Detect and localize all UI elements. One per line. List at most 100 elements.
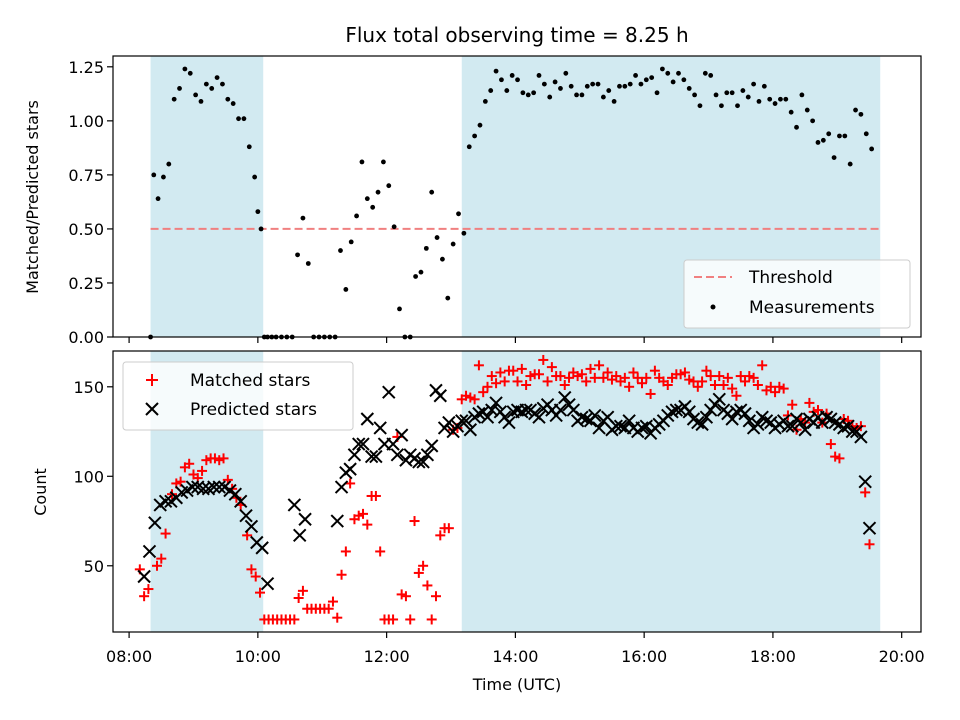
- matched-star-point: [778, 383, 789, 394]
- predicted-star-point: [433, 389, 447, 403]
- measurement-point: [482, 98, 488, 104]
- legend-threshold-label: Threshold: [748, 268, 833, 288]
- measurement-point: [638, 81, 644, 87]
- matched-star-point: [735, 371, 746, 382]
- matched-star-point: [388, 614, 399, 625]
- measurement-point: [568, 83, 574, 89]
- measurement-point: [858, 111, 864, 117]
- measurement-point: [515, 77, 520, 83]
- measurement-point: [627, 81, 633, 87]
- measurement-point: [187, 70, 193, 76]
- measurement-point: [155, 196, 161, 202]
- measurement-point: [370, 204, 376, 210]
- matched-star-point: [860, 487, 871, 498]
- matched-star-point: [409, 516, 420, 527]
- predicted-star-point: [575, 410, 589, 424]
- x-tick-label: 20:00: [879, 647, 925, 666]
- matched-star-point: [718, 380, 729, 391]
- matched-star-point: [645, 388, 656, 399]
- measurement-point: [246, 144, 252, 150]
- measurement-point: [756, 98, 762, 104]
- measurement-point: [670, 79, 676, 85]
- measurement-point: [659, 66, 665, 72]
- predicted-star-point: [669, 403, 684, 417]
- measurement-point: [343, 287, 349, 292]
- matched-star-point: [160, 528, 171, 539]
- measurement-point: [697, 103, 703, 109]
- matched-star-point: [731, 390, 742, 401]
- measurement-point: [600, 94, 606, 100]
- matched-star-point: [825, 439, 836, 450]
- predicted-star-point: [390, 448, 405, 462]
- predicted-star-point: [228, 487, 243, 501]
- measurement-point: [258, 226, 264, 232]
- predicted-star-point: [579, 412, 593, 426]
- top-legend-box: [683, 259, 911, 329]
- measurement-point: [375, 189, 381, 195]
- measurement-point: [198, 98, 204, 104]
- matched-star-point: [679, 367, 690, 378]
- top-legend: Threshold Measurements: [683, 259, 911, 329]
- predicted-star-point: [712, 392, 726, 407]
- predicted-star-point: [369, 449, 383, 464]
- predicted-star-point: [695, 417, 709, 432]
- predicted-stars-points: [137, 383, 877, 591]
- bottom-legend-box: [122, 361, 354, 431]
- measurement-point: [590, 81, 596, 87]
- measurement-point: [676, 70, 681, 76]
- predicted-star-point: [352, 437, 366, 451]
- predicted-star-point: [742, 414, 757, 428]
- measurement-point: [397, 306, 402, 312]
- matched-star-point: [175, 476, 186, 487]
- matched-star-point: [714, 371, 725, 382]
- predicted-star-point: [394, 428, 409, 442]
- matched-star-point: [478, 387, 489, 398]
- measurement-point: [692, 92, 697, 98]
- measurement-point: [649, 75, 655, 81]
- flux-ratio-panel: 0.00 0.25 0.50 0.75 1.00 1.25 Matched/Predict…: [23, 55, 922, 347]
- measurement-point: [622, 83, 628, 89]
- measurement-point: [418, 269, 424, 275]
- measurement-point: [606, 88, 612, 93]
- predicted-star-point: [837, 421, 851, 435]
- measurement-point: [354, 213, 359, 219]
- matched-star-point: [688, 376, 699, 387]
- top-axes-frame: [112, 55, 922, 338]
- measurement-point: [584, 83, 590, 89]
- measurement-point: [729, 90, 735, 96]
- matched-stars-points: [134, 354, 875, 625]
- measurement-point: [413, 274, 418, 279]
- measurement-point: [735, 103, 740, 109]
- predicted-star-point: [212, 480, 226, 494]
- measurement-point: [761, 83, 767, 89]
- matched-star-point: [469, 394, 480, 405]
- predicted-star-point: [519, 403, 533, 417]
- measurement-point: [338, 248, 343, 253]
- measurement-point: [230, 101, 236, 106]
- measurement-point: [724, 90, 730, 96]
- measurement-point: [177, 86, 182, 91]
- matched-star-point: [533, 369, 544, 380]
- matched-star-point: [594, 360, 605, 371]
- measurement-point: [788, 109, 794, 115]
- measurement-point: [466, 144, 472, 150]
- predicted-star-point: [751, 417, 765, 432]
- measurement-point: [665, 70, 671, 76]
- measurement-point: [826, 131, 832, 137]
- matched-star-point: [641, 372, 652, 383]
- measurement-point: [702, 70, 708, 76]
- matched-star-point: [576, 369, 587, 380]
- x-tick-label: 16:00: [621, 647, 667, 666]
- predicted-star-point: [364, 449, 379, 464]
- measurement-point: [810, 118, 816, 124]
- matched-star-point: [435, 530, 446, 541]
- matched-star-point: [400, 591, 411, 602]
- measurement-point: [493, 68, 499, 74]
- measurement-point: [509, 73, 515, 78]
- matched-star-point: [752, 380, 763, 391]
- matched-star-point: [297, 585, 308, 596]
- measurement-point: [820, 137, 826, 143]
- measurement-point: [295, 252, 300, 258]
- matched-star-point: [538, 354, 549, 365]
- measurement-point: [348, 239, 354, 245]
